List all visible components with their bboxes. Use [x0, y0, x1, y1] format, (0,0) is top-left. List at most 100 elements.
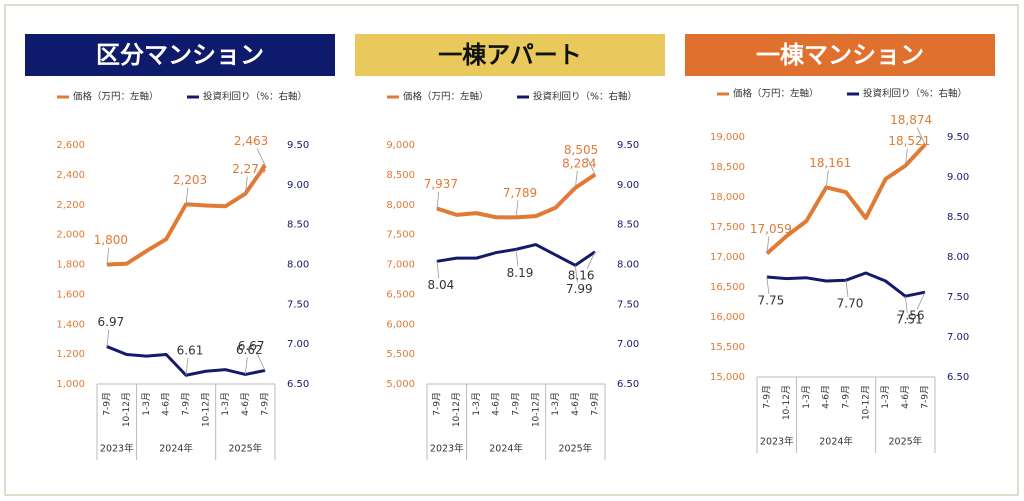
chart-title: 区分マンション: [96, 41, 264, 69]
y2-tick-label: 6.50: [287, 379, 309, 390]
y2-tick-label: 7.00: [947, 332, 969, 343]
x-tick-label: 10-12月: [781, 385, 792, 420]
y-tick-label: 1,600: [56, 289, 85, 300]
leader-line: [515, 249, 519, 267]
y2-tick-label: 9.50: [287, 140, 309, 151]
leader-line: [106, 247, 110, 265]
x-group-label: 2024年: [489, 443, 523, 455]
y-tick-label: 16,500: [710, 282, 745, 293]
x-tick-label: 7-9月: [181, 392, 192, 416]
leader-line: [766, 236, 770, 254]
data-label: 2,274: [232, 162, 266, 176]
x-group-label: 2025年: [558, 443, 592, 455]
data-label: 7.56: [898, 309, 925, 323]
y-tick-label: 1,000: [56, 379, 85, 390]
data-label: 7,789: [503, 186, 537, 200]
x-tick-label: 7-9月: [590, 392, 601, 416]
y2-tick-label: 8.50: [947, 212, 969, 223]
x-tick-label: 7-9月: [841, 385, 852, 409]
leader-line: [586, 157, 596, 175]
data-label: 17,059: [750, 222, 792, 236]
y-tick-label: 8,000: [386, 200, 415, 211]
series-line: [106, 164, 267, 267]
data-label: 8.19: [507, 266, 534, 280]
series-line: [106, 345, 266, 377]
legend-label: 価格（万円：左軸）: [403, 91, 489, 103]
x-tick-label: 10-12月: [200, 392, 211, 427]
data-label: 8.04: [428, 278, 455, 292]
title-box: [685, 34, 995, 76]
x-tick-label: 1-3月: [550, 392, 561, 416]
y2-tick-label: 9.00: [287, 180, 309, 191]
data-label: 6.67: [238, 339, 265, 353]
legend-label: 投資利回り（%：右軸）: [203, 91, 307, 103]
x-tick-label: 7-9月: [260, 392, 271, 416]
legend-label: 投資利回り（%：右軸）: [533, 91, 637, 103]
y2-tick-label: 7.00: [617, 339, 639, 350]
data-label: 7,937: [424, 177, 458, 191]
x-tick-label: 1-3月: [471, 392, 482, 416]
y-tick-label: 17,000: [710, 252, 745, 263]
legend-label: 投資利回り（%：右軸）: [863, 88, 967, 100]
x-tick-label: 10-12月: [860, 385, 871, 420]
x-group-label: 2023年: [430, 443, 464, 455]
y2-tick-label: 8.50: [287, 220, 309, 231]
title-box: [25, 34, 335, 76]
y-tick-label: 9,000: [386, 140, 415, 151]
data-label: 7.70: [837, 297, 864, 311]
y-tick-label: 5,500: [386, 349, 415, 360]
data-label: 7.51: [896, 313, 923, 327]
data-label: 2,463: [234, 134, 268, 148]
series-line: [765, 143, 927, 255]
y-tick-label: 17,500: [710, 222, 745, 233]
x-tick-label: 4-6月: [240, 392, 251, 416]
data-label: 18,161: [809, 156, 851, 170]
y2-tick-label: 7.50: [947, 292, 969, 303]
y-tick-label: 2,600: [56, 140, 85, 151]
y-tick-label: 1,400: [56, 319, 85, 330]
y-tick-label: 16,000: [710, 312, 745, 323]
x-tick-label: 7-9月: [431, 392, 442, 416]
x-group-label: 2023年: [760, 436, 794, 448]
data-label: 1,800: [94, 233, 128, 247]
y2-tick-label: 8.00: [947, 252, 969, 263]
leader-line: [766, 276, 770, 295]
legend-label: 価格（万円：左軸）: [733, 88, 819, 100]
y2-tick-label: 6.50: [617, 379, 639, 390]
y-tick-label: 6,000: [386, 319, 415, 330]
x-tick-label: 10-12月: [451, 392, 462, 427]
y-tick-label: 2,000: [56, 230, 85, 241]
y-tick-label: 15,000: [710, 372, 745, 383]
data-label: 18,874: [890, 113, 932, 127]
x-tick-label: 7-9月: [920, 385, 931, 409]
leader-line: [586, 251, 596, 269]
data-label: 2,203: [173, 173, 207, 187]
leader-line: [574, 170, 578, 188]
chart-title: 一棟マンション: [756, 41, 924, 69]
leader-line: [436, 191, 440, 209]
leader-line: [845, 280, 849, 298]
y2-tick-label: 7.50: [287, 299, 309, 310]
y2-tick-label: 9.50: [617, 140, 639, 151]
y2-tick-label: 8.00: [617, 260, 639, 271]
y-tick-label: 7,500: [386, 230, 415, 241]
y2-tick-label: 9.00: [947, 172, 969, 183]
y2-tick-label: 7.50: [617, 299, 639, 310]
x-tick-label: 4-6月: [900, 385, 911, 409]
x-group-label: 2023年: [100, 443, 134, 455]
y-tick-label: 18,500: [710, 162, 745, 173]
leader-line: [256, 353, 266, 371]
leader-line: [515, 200, 519, 218]
x-tick-label: 1-3月: [141, 392, 152, 416]
x-tick-label: 4-6月: [161, 392, 172, 416]
leader-line: [185, 187, 189, 205]
y-tick-label: 1,200: [56, 349, 85, 360]
leader-line: [916, 127, 926, 145]
y2-tick-label: 9.00: [617, 180, 639, 191]
data-label: 6.62: [236, 343, 263, 357]
x-tick-label: 7-9月: [511, 392, 522, 416]
series-line: [766, 271, 926, 298]
data-label: 6.61: [177, 344, 204, 358]
y2-tick-label: 8.50: [617, 220, 639, 231]
data-label: 7.99: [566, 282, 593, 296]
